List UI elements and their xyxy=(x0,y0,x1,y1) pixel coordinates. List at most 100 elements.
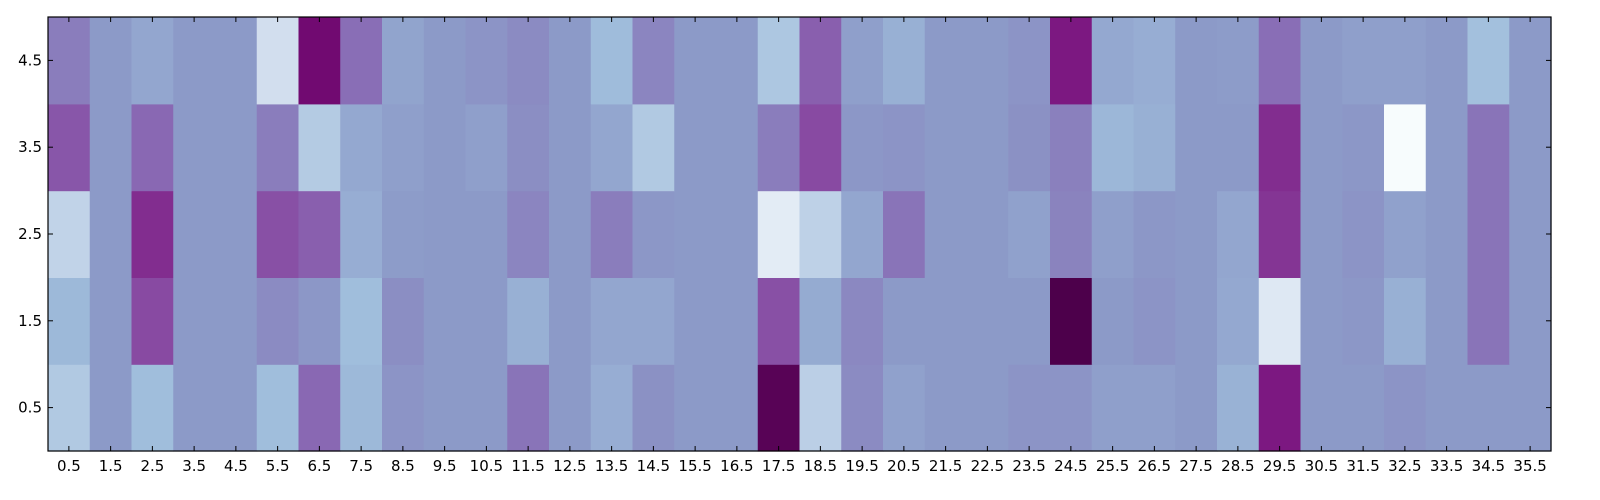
heatmap-cell xyxy=(1467,17,1510,105)
heatmap-cell xyxy=(507,103,550,192)
y-tick-label: 4.5 xyxy=(18,51,42,69)
x-tick-label: 31.5 xyxy=(1346,457,1379,475)
x-tick-label: 35.5 xyxy=(1513,457,1546,475)
heatmap-cell xyxy=(423,277,467,365)
heatmap-cell xyxy=(1258,103,1302,192)
y-tick-label: 3.5 xyxy=(18,138,42,156)
heatmap-cell xyxy=(674,17,717,105)
heatmap-cell xyxy=(1509,190,1552,278)
heatmap-cell xyxy=(131,364,174,452)
heatmap-cell xyxy=(298,103,341,192)
heatmap-cell xyxy=(757,17,801,105)
x-tick-label: 25.5 xyxy=(1096,457,1129,475)
heatmap-cell xyxy=(1300,364,1343,452)
heatmap-cell xyxy=(966,17,1009,105)
heatmap-cell xyxy=(173,277,216,365)
heatmap-cell xyxy=(674,364,717,452)
heatmap-cell xyxy=(1300,17,1343,105)
x-tick-label: 3.5 xyxy=(182,457,206,475)
heatmap-cell xyxy=(340,190,383,278)
heatmap-cell xyxy=(632,17,675,105)
heatmap-cell xyxy=(1008,103,1051,192)
heatmap-cell xyxy=(215,17,258,105)
x-tick-label: 20.5 xyxy=(887,457,920,475)
x-tick-label: 9.5 xyxy=(433,457,457,475)
heatmap-cell xyxy=(131,190,174,278)
heatmap-cell xyxy=(590,277,634,365)
heatmap-cell xyxy=(841,277,884,365)
heatmap-cell xyxy=(256,364,300,452)
heatmap-cell xyxy=(966,190,1009,278)
x-tick-label: 6.5 xyxy=(307,457,331,475)
heatmap-cell xyxy=(298,17,341,105)
x-tick-label: 10.5 xyxy=(470,457,503,475)
x-tick-label: 29.5 xyxy=(1263,457,1296,475)
heatmap-cell xyxy=(1008,364,1051,452)
heatmap-cells xyxy=(48,17,1552,452)
heatmap-cell xyxy=(131,17,174,105)
heatmap-cell xyxy=(1217,364,1260,452)
heatmap-cell xyxy=(1300,190,1343,278)
heatmap-cell xyxy=(48,190,91,278)
heatmap-cell xyxy=(1217,17,1260,105)
heatmap-cell xyxy=(1091,277,1135,365)
heatmap-cell xyxy=(48,364,91,452)
x-tick-label: 19.5 xyxy=(845,457,878,475)
x-tick-label: 2.5 xyxy=(140,457,164,475)
heatmap-cell xyxy=(883,103,926,192)
heatmap-cell xyxy=(1467,103,1510,192)
heatmap-cell xyxy=(1217,190,1260,278)
heatmap-cell xyxy=(423,103,467,192)
heatmap-cell xyxy=(48,103,91,192)
heatmap-cell xyxy=(1217,277,1260,365)
x-tick-label: 11.5 xyxy=(511,457,544,475)
heatmap-cell xyxy=(1384,277,1427,365)
heatmap-cell xyxy=(465,364,508,452)
y-axis-ticks: 0.5 1.5 2.5 3.5 4.5 xyxy=(18,51,1551,417)
heatmap-cell xyxy=(966,103,1009,192)
heatmap-cell xyxy=(465,190,508,278)
heatmap-cell xyxy=(674,190,717,278)
heatmap-cell xyxy=(1425,103,1469,192)
x-tick-label: 0.5 xyxy=(57,457,81,475)
y-tick-label: 2.5 xyxy=(18,225,42,243)
heatmap-cell xyxy=(1509,277,1552,365)
heatmap-cell xyxy=(215,190,258,278)
heatmap-cell xyxy=(507,277,550,365)
heatmap-cell xyxy=(215,277,258,365)
x-tick-label: 16.5 xyxy=(720,457,753,475)
heatmap-cell xyxy=(1509,364,1552,452)
heatmap-cell xyxy=(1175,277,1218,365)
heatmap-cell xyxy=(549,190,592,278)
heatmap-cell xyxy=(215,364,258,452)
heatmap-cell xyxy=(1258,190,1302,278)
heatmap-cell xyxy=(674,277,717,365)
heatmap-cell xyxy=(966,277,1009,365)
heatmap-cell xyxy=(423,17,467,105)
heatmap-cell xyxy=(757,364,801,452)
heatmap-cell xyxy=(674,103,717,192)
heatmap-cell xyxy=(131,277,174,365)
heatmap-cell xyxy=(173,17,216,105)
heatmap-cell xyxy=(1467,190,1510,278)
heatmap-cell xyxy=(1008,277,1051,365)
heatmap-cell xyxy=(340,17,383,105)
y-tick-label: 0.5 xyxy=(18,399,42,417)
x-tick-label: 33.5 xyxy=(1430,457,1463,475)
heatmap-cell xyxy=(173,190,216,278)
x-tick-label: 14.5 xyxy=(637,457,670,475)
heatmap-cell xyxy=(1175,190,1218,278)
heatmap-cell xyxy=(841,103,884,192)
heatmap-cell xyxy=(256,277,300,365)
heatmap-cell xyxy=(966,364,1009,452)
heatmap-cell xyxy=(1008,190,1051,278)
heatmap-cell xyxy=(1425,190,1469,278)
heatmap-cell xyxy=(48,277,91,365)
heatmap-cell xyxy=(841,364,884,452)
heatmap-cell xyxy=(256,17,300,105)
heatmap-cell xyxy=(841,190,884,278)
heatmap-cell xyxy=(1133,190,1176,278)
heatmap-cell xyxy=(716,364,759,452)
x-tick-label: 24.5 xyxy=(1054,457,1087,475)
